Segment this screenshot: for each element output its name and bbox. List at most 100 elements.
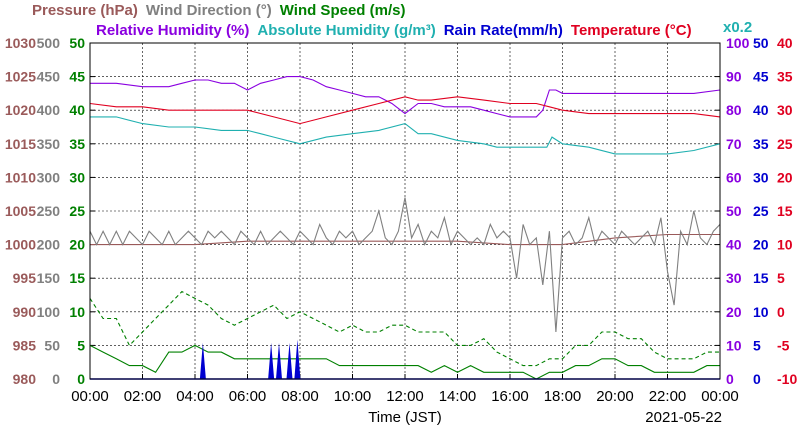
- plot-frame: [89, 42, 721, 380]
- y-tick-label-pressure: 1025: [5, 69, 36, 85]
- x-tick-label: 22:00: [649, 388, 687, 405]
- x-tick-label: 18:00: [544, 388, 582, 405]
- y-tick-label-pressure: 1005: [5, 203, 36, 219]
- x-axis-label: Time (JST): [368, 409, 442, 426]
- y-tick-label-wind-speed: 35: [69, 136, 85, 152]
- chart-title-block: Pressure (hPa) Wind Direction (°) Wind Spe…: [32, 2, 752, 39]
- y-tick-label-relative-humidity: 90: [726, 69, 742, 85]
- y-tick-label-temperature: 35: [777, 69, 793, 85]
- y-tick-label-wind-direction: 200: [37, 237, 61, 253]
- y-tick-label-wind-direction: 250: [37, 203, 61, 219]
- y-tick-label-rain-rate: 20: [753, 237, 769, 253]
- y-tick-label-temperature: 40: [777, 35, 793, 51]
- title-segment: Relative Humidity (%): [96, 22, 249, 39]
- y-tick-label-temperature: 0: [777, 304, 785, 320]
- y-tick-label-wind-speed: 40: [69, 102, 85, 118]
- y-tick-label-rain-rate: 25: [753, 203, 769, 219]
- y-tick-label-rain-rate: 45: [753, 69, 769, 85]
- y-tick-label-pressure: 985: [13, 337, 37, 353]
- y-tick-label-wind-speed: 45: [69, 69, 85, 85]
- y-tick-label-pressure: 1010: [5, 169, 36, 185]
- y-tick-label-relative-humidity: 70: [726, 136, 742, 152]
- y-tick-label-relative-humidity: 20: [726, 304, 742, 320]
- y-tick-label-pressure: 990: [13, 304, 37, 320]
- rain-rate-bar: [276, 342, 282, 379]
- x-tick-label: 02:00: [124, 388, 162, 405]
- y-tick-label-wind-direction: 400: [37, 102, 61, 118]
- y-tick-label-wind-speed: 15: [69, 270, 85, 286]
- y-tick-label-pressure: 1000: [5, 237, 36, 253]
- x-tick-label: 20:00: [596, 388, 634, 405]
- title-segment: Pressure (hPa): [32, 2, 138, 19]
- rain-rate-bar: [199, 342, 206, 379]
- y-tick-label-rain-rate: 5: [753, 337, 761, 353]
- y-tick-label-wind-direction: 350: [37, 136, 61, 152]
- x-tick-label: 10:00: [334, 388, 372, 405]
- title-row-1: Relative Humidity (%) Absolute Humidity (…: [96, 22, 692, 39]
- y-tick-label-wind-direction: 0: [52, 371, 60, 387]
- y-tick-label-rain-rate: 35: [753, 136, 769, 152]
- x-tick-label: 00:00: [71, 388, 109, 405]
- series-line-wind-speed-max: [89, 290, 720, 367]
- title-segment: Wind Speed (m/s): [280, 2, 406, 19]
- title-segment: Rain Rate(mm/h): [444, 22, 563, 39]
- y-tick-label-wind-direction: 300: [37, 169, 61, 185]
- rain-rate-bar: [268, 342, 275, 379]
- y-tick-label-temperature: 25: [777, 136, 793, 152]
- y-tick-label-wind-speed: 10: [69, 304, 85, 320]
- y-tick-label-wind-direction: 100: [37, 304, 61, 320]
- x-tick-label: 16:00: [491, 388, 529, 405]
- title-segment: Wind Direction (°): [146, 2, 272, 19]
- series-line-wind-speed: [89, 344, 720, 380]
- y-tick-label-wind-direction: 500: [37, 35, 61, 51]
- y-tick-label-temperature: 15: [777, 203, 793, 219]
- rain-rate-bar: [294, 339, 301, 379]
- chart-axes: 00:00 02:00 04:00 06:00 08:00 10:00 12:00 14:00…: [5, 35, 798, 405]
- y-tick-label-pressure: 980: [13, 371, 37, 387]
- y-tick-label-rain-rate: 15: [753, 270, 769, 286]
- y-tick-label-rain-rate: 0: [753, 371, 761, 387]
- y-tick-label-relative-humidity: 80: [726, 102, 742, 118]
- y-tick-label-rain-rate: 10: [753, 304, 769, 320]
- series-line-relative-humidity: [90, 76, 721, 118]
- series-line-wind-direction: [89, 197, 721, 333]
- y-tick-label-relative-humidity: 100: [726, 35, 750, 51]
- y-tick-label-relative-humidity: 0: [726, 371, 734, 387]
- y-tick-label-pressure: 1030: [5, 35, 36, 51]
- y-tick-label-relative-humidity: 40: [726, 237, 742, 253]
- y-tick-label-rain-rate: 40: [753, 102, 769, 118]
- title-segment: Absolute Humidity (g/m³): [257, 22, 435, 39]
- y-tick-label-pressure: 1015: [5, 136, 36, 152]
- x-tick-label: 00:00: [701, 388, 739, 405]
- y-tick-label-temperature: -5: [777, 337, 790, 353]
- y-tick-label-pressure: 1020: [5, 102, 36, 118]
- series-line-pressure: [90, 233, 720, 246]
- y-tick-label-relative-humidity: 30: [726, 270, 742, 286]
- y-tick-label-wind-speed: 0: [77, 371, 85, 387]
- y-tick-label-pressure: 995: [13, 270, 37, 286]
- rain-rate-bar: [286, 342, 293, 379]
- y-tick-label-rain-rate: 30: [753, 169, 769, 185]
- title-segment: Temperature (°C): [571, 22, 692, 39]
- title-row-0: Pressure (hPa) Wind Direction (°) Wind Spe…: [32, 2, 405, 19]
- y-tick-label-temperature: 10: [777, 237, 793, 253]
- y-tick-label-wind-speed: 25: [69, 203, 85, 219]
- x-tick-label: 04:00: [176, 388, 214, 405]
- y-tick-label-rain-rate: 50: [753, 35, 769, 51]
- y-tick-label-relative-humidity: 10: [726, 337, 742, 353]
- x-tick-label: 14:00: [439, 388, 477, 405]
- x-tick-label: 12:00: [386, 388, 424, 405]
- x-tick-label: 06:00: [229, 388, 267, 405]
- y-tick-label-relative-humidity: 50: [726, 203, 742, 219]
- y-tick-label-wind-direction: 50: [44, 337, 60, 353]
- y-tick-label-temperature: 30: [777, 102, 793, 118]
- y-tick-label-temperature: 20: [777, 169, 793, 185]
- y-tick-label-wind-speed: 5: [77, 337, 85, 353]
- right-scale-note: x0.2: [723, 19, 752, 36]
- y-tick-label-relative-humidity: 60: [726, 169, 742, 185]
- y-tick-label-temperature: -10: [777, 371, 797, 387]
- y-tick-label-wind-speed: 30: [69, 169, 85, 185]
- x-tick-label: 08:00: [281, 388, 319, 405]
- y-tick-label-temperature: 5: [777, 270, 785, 286]
